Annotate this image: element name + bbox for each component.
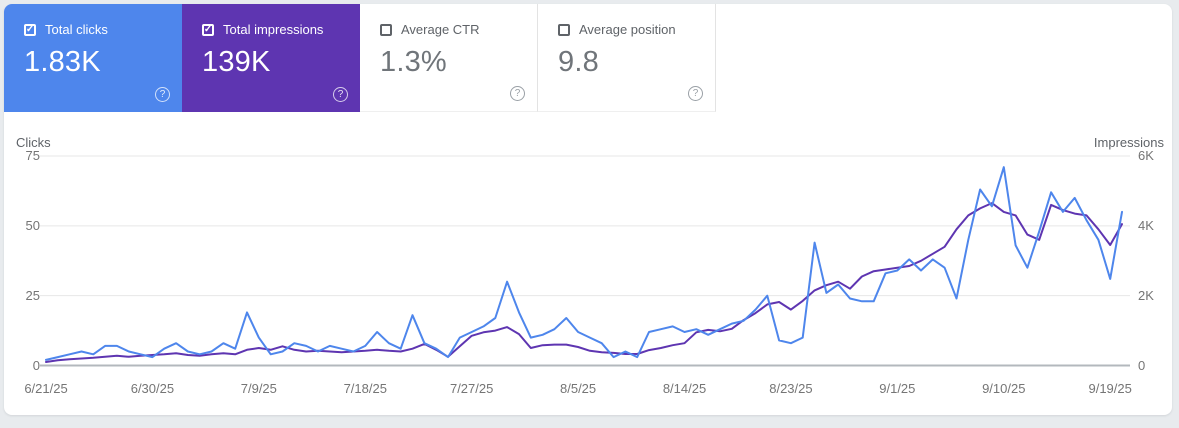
metric-tile-average-ctr[interactable]: Average CTR 1.3% ? xyxy=(360,4,538,112)
x-axis-tick: 6/21/25 xyxy=(24,381,68,396)
right-axis-tick: 6K xyxy=(1138,148,1154,163)
average-position-value: 9.8 xyxy=(558,46,599,78)
metric-tiles-row: ✓ Total clicks 1.83K ? ✓ Total impressio… xyxy=(4,4,716,112)
help-icon[interactable]: ? xyxy=(688,86,703,101)
x-axis-tick: 7/27/25 xyxy=(449,381,494,396)
help-icon[interactable]: ? xyxy=(510,86,525,101)
right-axis-title: Impressions xyxy=(1093,135,1164,150)
x-axis-tick: 9/19/25 xyxy=(1088,381,1132,396)
left-axis-tick: 25 xyxy=(25,287,40,303)
metric-tile-total-impressions[interactable]: ✓ Total impressions 139K ? xyxy=(182,4,360,112)
right-axis-tick: 0 xyxy=(1138,357,1146,373)
performance-card: Clicks Impressions 75 50 25 0 6K 4K 2K 0… xyxy=(4,4,1172,415)
right-axis-tick: 2K xyxy=(1138,287,1154,303)
performance-line-chart[interactable] xyxy=(4,4,1172,415)
total-clicks-value: 1.83K xyxy=(24,46,101,78)
help-icon[interactable]: ? xyxy=(333,87,348,102)
x-axis-tick: 8/14/25 xyxy=(662,381,707,396)
average-ctr-checkbox[interactable] xyxy=(380,23,392,36)
metric-tile-average-position[interactable]: Average position 9.8 ? xyxy=(538,4,716,112)
average-ctr-label: Average CTR xyxy=(401,22,480,37)
left-axis-tick: 75 xyxy=(25,148,40,163)
total-impressions-checkbox[interactable]: ✓ xyxy=(202,23,214,36)
right-axis-tick: 4K xyxy=(1138,217,1154,233)
average-position-label: Average position xyxy=(579,22,676,37)
x-axis-tick: 9/10/25 xyxy=(982,381,1026,396)
total-clicks-checkbox[interactable]: ✓ xyxy=(24,23,36,36)
average-position-checkbox[interactable] xyxy=(558,23,570,36)
left-axis-title: Clicks xyxy=(16,135,51,150)
performance-chart-area: Clicks Impressions 75 50 25 0 6K 4K 2K 0… xyxy=(4,4,1172,415)
x-axis-tick: 7/18/25 xyxy=(343,381,387,396)
average-ctr-value: 1.3% xyxy=(380,46,447,78)
x-axis-tick: 6/30/25 xyxy=(130,381,175,396)
total-clicks-label: Total clicks xyxy=(45,22,108,37)
left-axis-tick: 0 xyxy=(32,357,40,373)
x-axis-tick: 9/1/25 xyxy=(879,381,916,396)
x-axis-tick: 8/23/25 xyxy=(769,381,813,396)
total-impressions-value: 139K xyxy=(202,46,271,78)
left-axis-tick: 50 xyxy=(25,217,40,233)
help-icon[interactable]: ? xyxy=(155,87,170,102)
total-impressions-label: Total impressions xyxy=(223,22,324,37)
x-axis-tick: 8/5/25 xyxy=(560,381,597,396)
metric-tile-total-clicks[interactable]: ✓ Total clicks 1.83K ? xyxy=(4,4,182,112)
x-axis-tick: 7/9/25 xyxy=(240,381,277,396)
